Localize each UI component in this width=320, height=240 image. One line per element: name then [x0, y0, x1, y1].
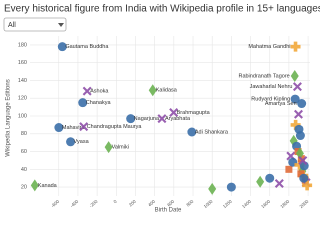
point: [169, 107, 179, 117]
point-label: Mahavira: [62, 125, 86, 131]
point: [290, 119, 301, 130]
y-tick-label: 20: [21, 185, 27, 191]
x-tick-label: 400: [147, 199, 156, 208]
point: [294, 159, 305, 170]
y-tick-label: 40: [21, 167, 27, 173]
point-label: Kanada: [38, 183, 58, 189]
point: [79, 122, 89, 132]
point-label: Ashoka: [90, 89, 109, 95]
point: [285, 165, 293, 173]
point-label: Amartya Sen: [265, 101, 297, 107]
x-tick-label: -600: [50, 199, 60, 209]
x-tick-label: 1800: [279, 199, 290, 210]
point: [82, 86, 92, 96]
x-tick-label: 1600: [260, 199, 271, 210]
point: [256, 175, 265, 188]
point: [157, 114, 167, 124]
point-label: Vyasa: [74, 139, 90, 145]
y-tick-label: 120: [18, 96, 27, 102]
point-label: Kalidasa: [156, 88, 178, 94]
point: [293, 109, 303, 119]
x-tick-label: 0: [113, 199, 119, 205]
y-tick-label: 140: [18, 78, 27, 84]
x-tick-label: 2000: [299, 199, 310, 210]
point: [208, 182, 217, 195]
point: [298, 155, 308, 165]
filter-dropdown[interactable]: All: [3, 17, 67, 32]
point-label: Nagarjuna: [134, 116, 160, 122]
point: [78, 98, 88, 108]
point-label: Brahmagupta: [177, 110, 211, 116]
point: [104, 141, 113, 154]
point-label: Rabindranath Tagore: [238, 73, 289, 79]
y-axis-title: Wikipedia Language Editions: [6, 79, 12, 156]
point: [30, 179, 39, 192]
point-label: Gautama Buddha: [65, 44, 109, 50]
x-tick-label: 1200: [222, 199, 233, 210]
y-tick-label: 160: [18, 60, 27, 66]
y-tick-label: 180: [18, 42, 27, 48]
point: [290, 70, 299, 82]
point: [297, 99, 307, 109]
dropdown-value[interactable]: All: [8, 22, 16, 29]
x-tick-label: 1000: [203, 199, 214, 210]
point: [148, 84, 157, 97]
point: [299, 173, 309, 183]
x-tick-label: -400: [69, 199, 79, 209]
x-tick-label: 800: [185, 199, 194, 208]
point: [265, 173, 275, 183]
point: [126, 114, 136, 124]
point: [302, 180, 313, 191]
x-tick-label: 200: [128, 199, 137, 208]
point-label: Valmiki: [112, 145, 129, 151]
point: [226, 182, 236, 192]
point: [57, 42, 67, 52]
point-label: Rudyard Kipling: [251, 97, 290, 103]
point: [290, 94, 300, 104]
point: [292, 82, 302, 92]
point: [297, 170, 305, 178]
point-label: Jawaharlal Nehru: [250, 84, 293, 90]
dropdown-arrow[interactable]: [58, 23, 64, 27]
point: [295, 147, 304, 160]
x-axis-title: Birth Date: [155, 208, 182, 214]
point: [187, 127, 197, 137]
y-tick-label: 100: [18, 113, 27, 119]
point: [290, 41, 301, 52]
x-tick-label: -200: [88, 199, 98, 209]
x-tick-label: 600: [166, 199, 175, 208]
point: [66, 137, 76, 147]
point-label: Adi Shankara: [195, 129, 229, 135]
point: [54, 123, 64, 133]
point-label: Chanakya: [86, 100, 112, 106]
y-tick-label: 60: [21, 149, 27, 155]
point: [294, 124, 304, 134]
point: [274, 179, 284, 189]
chart: Every historical figure from India with …: [3, 4, 320, 214]
y-tick-label: 80: [21, 131, 27, 137]
point-label: Mahatma Gandhi: [248, 44, 290, 50]
x-tick-label: 1400: [241, 199, 252, 210]
dropdown-box[interactable]: [3, 17, 67, 32]
chart-title: Every historical figure from India with …: [4, 4, 320, 15]
point-label: Chandragupta Maurya: [87, 124, 143, 130]
point-label: Aryabhata: [165, 116, 191, 122]
